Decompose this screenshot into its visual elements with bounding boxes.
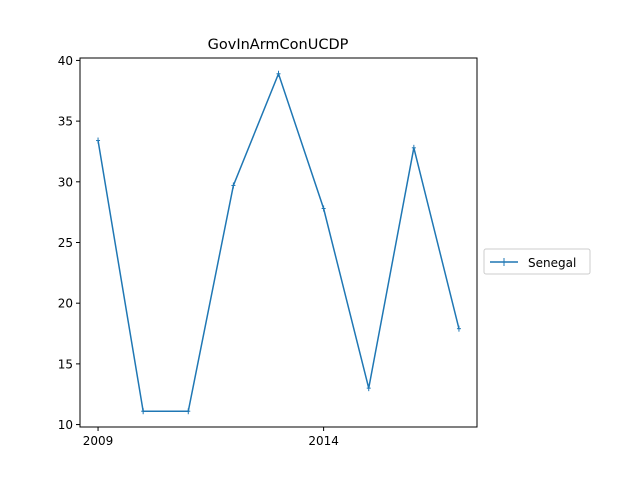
x-tick-label-2009: 2009 [83,434,114,448]
chart-title: GovInArmConUCDP [208,37,349,53]
y-tick-label-30: 30 [58,175,73,189]
data-point-senegal-2011 [186,408,191,415]
data-point-senegal-2009 [96,137,101,144]
y-tick-label-35: 35 [58,115,73,129]
legend-label-senegal: Senegal [528,256,576,270]
y-tick-label-20: 20 [58,297,73,311]
legend: Senegal [483,248,591,275]
y-tick-label-40: 40 [58,54,73,68]
data-point-senegal-2015 [366,385,371,392]
y-tick-label-15: 15 [58,357,73,371]
data-point-senegal-2012 [231,182,236,189]
series-layer [96,70,461,415]
y-tick-label-10: 10 [58,418,73,432]
legend-frame [483,248,591,275]
y-axis: 10 15 20 25 30 35 40 [58,54,80,432]
data-point-senegal-2016 [411,144,416,151]
y-tick-label-25: 25 [58,236,73,250]
data-point-senegal-2013 [276,70,281,77]
x-tick-label-2014: 2014 [308,434,339,448]
data-point-senegal-2014 [321,205,326,212]
x-axis: 2009 2014 [83,427,339,448]
data-point-senegal-2017 [456,325,461,332]
data-point-senegal-2010 [141,408,146,415]
